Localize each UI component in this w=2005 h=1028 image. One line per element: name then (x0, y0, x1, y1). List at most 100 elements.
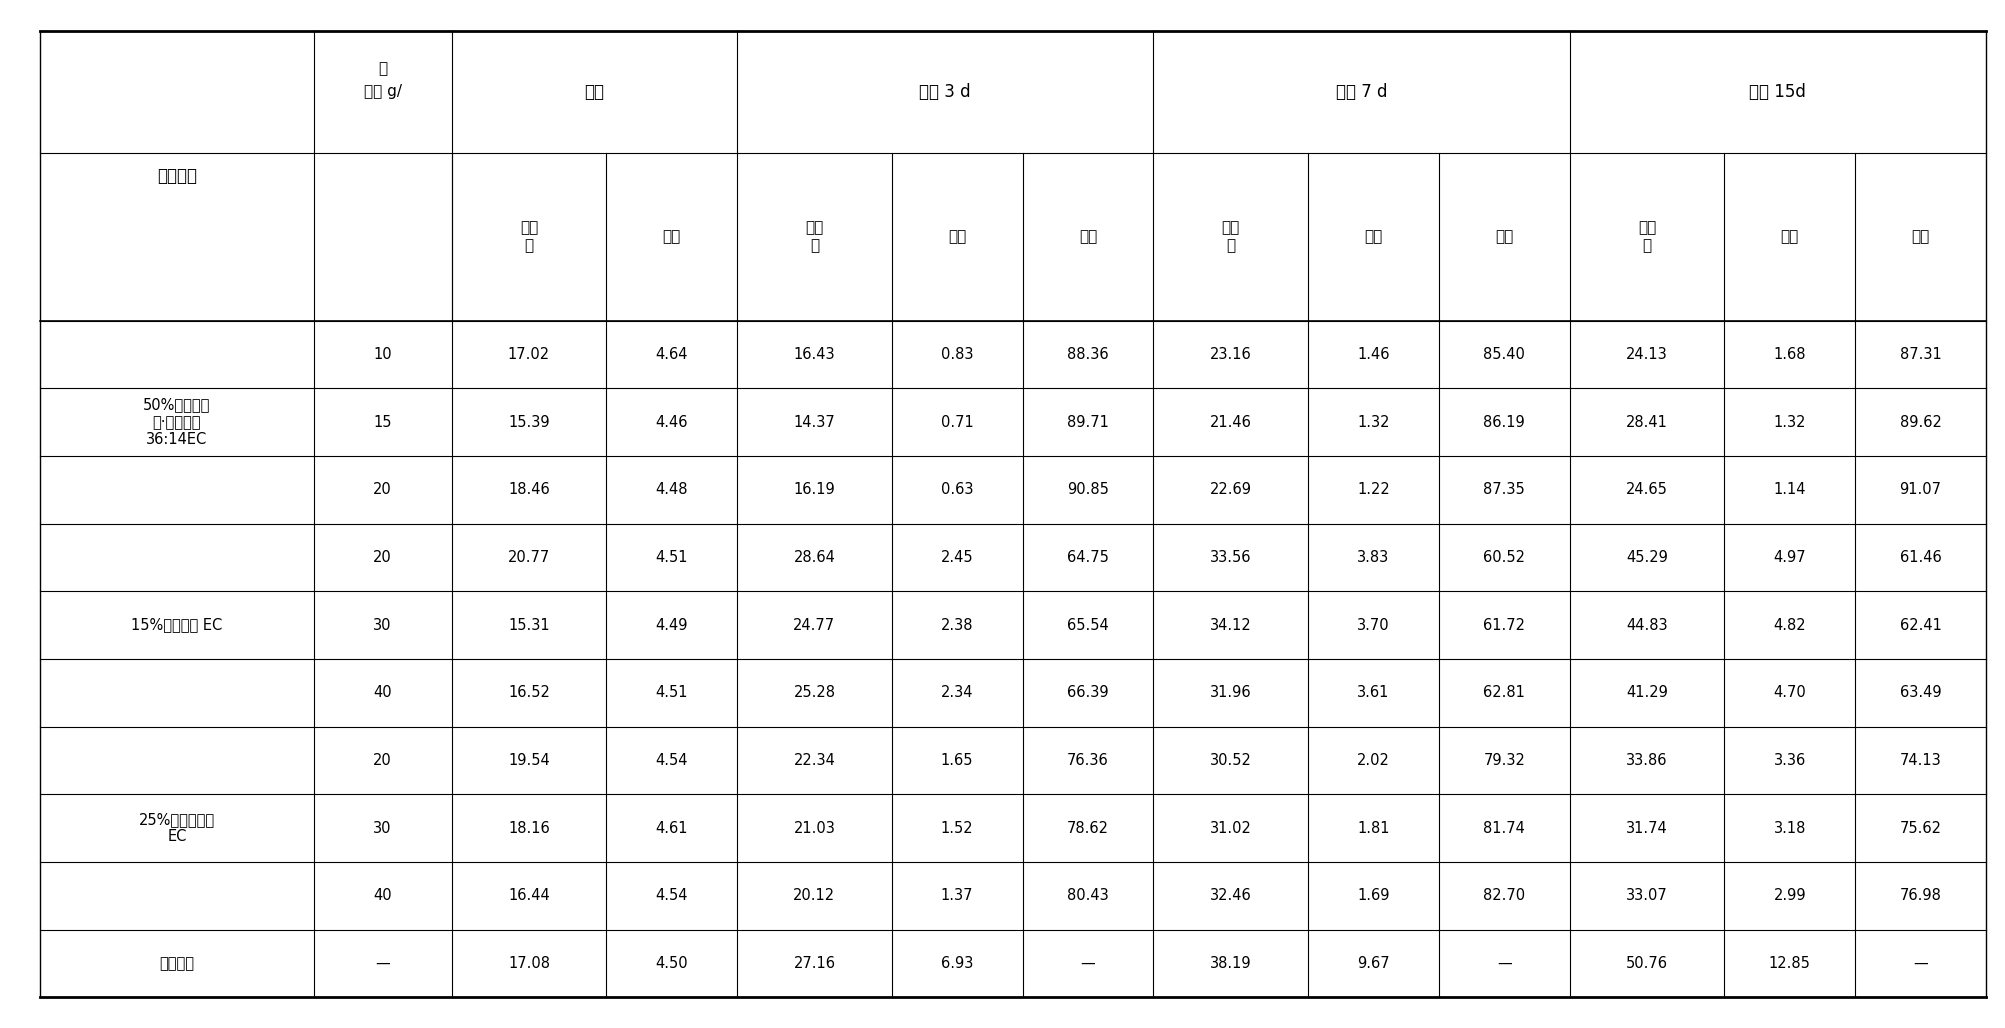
Text: 病指: 病指 (948, 229, 966, 245)
Text: 20: 20 (373, 752, 391, 768)
Text: 30: 30 (373, 618, 391, 632)
Text: 4.82: 4.82 (1772, 618, 1804, 632)
Text: 20.12: 20.12 (792, 888, 834, 904)
Text: 2.99: 2.99 (1772, 888, 1804, 904)
Text: 89.71: 89.71 (1067, 414, 1109, 430)
Text: —: — (375, 956, 389, 970)
Text: 4.49: 4.49 (656, 618, 688, 632)
Text: 81.74: 81.74 (1482, 820, 1524, 836)
Text: 17.02: 17.02 (507, 347, 549, 362)
Text: 76.98: 76.98 (1899, 888, 1941, 904)
Text: 药后 15d: 药后 15d (1748, 82, 1804, 101)
Text: 病指: 病指 (1780, 229, 1798, 245)
Text: 1.22: 1.22 (1355, 482, 1389, 498)
Text: 2.38: 2.38 (940, 618, 972, 632)
Text: 1.37: 1.37 (940, 888, 972, 904)
Text: 4.70: 4.70 (1772, 686, 1804, 700)
Text: 2.02: 2.02 (1355, 752, 1389, 768)
Text: 病叶
率: 病叶 率 (1221, 220, 1239, 253)
Text: 45.29: 45.29 (1626, 550, 1666, 565)
Text: 75.62: 75.62 (1899, 820, 1941, 836)
Text: 病叶
率: 病叶 率 (519, 220, 537, 253)
Text: 1.46: 1.46 (1357, 347, 1389, 362)
Text: 30.52: 30.52 (1209, 752, 1251, 768)
Text: 0.83: 0.83 (940, 347, 972, 362)
Text: 清水对照: 清水对照 (158, 956, 194, 970)
Text: 18.16: 18.16 (507, 820, 549, 836)
Text: —: — (1081, 956, 1095, 970)
Text: 1.68: 1.68 (1772, 347, 1804, 362)
Text: 38.19: 38.19 (1209, 956, 1251, 970)
Text: 17.08: 17.08 (507, 956, 549, 970)
Text: 16.43: 16.43 (794, 347, 834, 362)
Text: 4.50: 4.50 (656, 956, 688, 970)
Text: 82.70: 82.70 (1482, 888, 1524, 904)
Text: 4.97: 4.97 (1772, 550, 1804, 565)
Text: 防效: 防效 (1911, 229, 1929, 245)
Text: 80.43: 80.43 (1067, 888, 1109, 904)
Text: 12.85: 12.85 (1768, 956, 1811, 970)
Text: 药前: 药前 (583, 82, 604, 101)
Text: 20.77: 20.77 (507, 550, 549, 565)
Text: 1.52: 1.52 (940, 820, 972, 836)
Text: 4.54: 4.54 (656, 888, 688, 904)
Text: 62.41: 62.41 (1899, 618, 1941, 632)
Text: 33.86: 33.86 (1626, 752, 1666, 768)
Text: 25.28: 25.28 (794, 686, 834, 700)
Text: 1.32: 1.32 (1357, 414, 1389, 430)
Text: 79.32: 79.32 (1482, 752, 1524, 768)
Text: 20: 20 (373, 482, 391, 498)
Text: 4.51: 4.51 (656, 550, 688, 565)
Text: 86.19: 86.19 (1482, 414, 1524, 430)
Text: 4.64: 4.64 (656, 347, 688, 362)
Text: 6.93: 6.93 (940, 956, 972, 970)
Text: 28.64: 28.64 (794, 550, 834, 565)
Text: 3.18: 3.18 (1772, 820, 1804, 836)
Text: 41.29: 41.29 (1626, 686, 1666, 700)
Text: 1.14: 1.14 (1772, 482, 1804, 498)
Text: 31.96: 31.96 (1209, 686, 1251, 700)
Text: —: — (1913, 956, 1927, 970)
Text: 10: 10 (373, 347, 391, 362)
Text: 16.52: 16.52 (507, 686, 549, 700)
Text: 62.81: 62.81 (1482, 686, 1524, 700)
Text: 74.13: 74.13 (1899, 752, 1941, 768)
Text: 34.12: 34.12 (1209, 618, 1251, 632)
Text: 24.65: 24.65 (1626, 482, 1666, 498)
Text: 15.39: 15.39 (507, 414, 549, 430)
Text: 63.49: 63.49 (1899, 686, 1941, 700)
Text: 44.83: 44.83 (1626, 618, 1666, 632)
Text: 2.34: 2.34 (940, 686, 972, 700)
Text: 20: 20 (373, 550, 391, 565)
Text: 3.36: 3.36 (1772, 752, 1804, 768)
Text: 85.40: 85.40 (1482, 347, 1524, 362)
Text: 防效: 防效 (1494, 229, 1512, 245)
Text: 31.02: 31.02 (1209, 820, 1251, 836)
Text: 15.31: 15.31 (507, 618, 549, 632)
Text: 剂量 g/: 剂量 g/ (363, 84, 401, 100)
Text: 78.62: 78.62 (1067, 820, 1109, 836)
Text: 89.62: 89.62 (1899, 414, 1941, 430)
Text: 1.81: 1.81 (1357, 820, 1389, 836)
Text: 4.46: 4.46 (656, 414, 688, 430)
Text: 50%吡唑醚菌
酯·氯啶菌酯
36:14EC: 50%吡唑醚菌 酯·氯啶菌酯 36:14EC (142, 397, 211, 447)
Text: 3.61: 3.61 (1357, 686, 1389, 700)
Text: 50.76: 50.76 (1626, 956, 1666, 970)
Text: 87.31: 87.31 (1899, 347, 1941, 362)
Text: 40: 40 (373, 888, 391, 904)
Text: 28.41: 28.41 (1626, 414, 1666, 430)
Text: 16.19: 16.19 (794, 482, 834, 498)
Text: 药后 7 d: 药后 7 d (1335, 82, 1387, 101)
Text: 3.83: 3.83 (1357, 550, 1389, 565)
Text: 40: 40 (373, 686, 391, 700)
Text: 0.63: 0.63 (940, 482, 972, 498)
Text: 60.52: 60.52 (1482, 550, 1524, 565)
Text: 27.16: 27.16 (794, 956, 834, 970)
Text: —: — (1496, 956, 1512, 970)
Text: 亩: 亩 (377, 61, 387, 76)
Text: 33.56: 33.56 (1209, 550, 1251, 565)
Text: 21.46: 21.46 (1209, 414, 1251, 430)
Text: 药后 3 d: 药后 3 d (918, 82, 970, 101)
Text: 4.61: 4.61 (656, 820, 688, 836)
Text: 3.70: 3.70 (1357, 618, 1389, 632)
